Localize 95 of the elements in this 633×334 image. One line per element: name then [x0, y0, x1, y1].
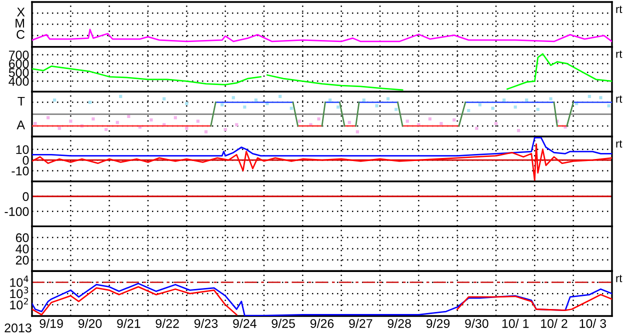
x-tick-label: 9/21	[117, 318, 140, 328]
y-tick-label: 10$^{4}$	[10, 276, 28, 287]
y-tick-label: 700	[9, 50, 29, 60]
y-tick-label: 60	[16, 233, 29, 242]
point	[34, 122, 37, 126]
point	[185, 102, 188, 106]
point	[243, 106, 246, 109]
point	[394, 108, 398, 111]
y-tick-label: 600	[9, 59, 29, 68]
point	[514, 106, 517, 109]
text: rt	[616, 140, 622, 148]
y-tick-label: -100	[4, 207, 29, 216]
point	[220, 103, 224, 106]
point	[298, 120, 301, 123]
y-tick-label: 0	[22, 156, 29, 165]
point	[328, 98, 332, 102]
x-axis-title: 2013	[4, 324, 32, 332]
point	[475, 126, 478, 130]
point	[278, 94, 282, 98]
y-tick-label: 10$^{2}$	[10, 298, 28, 310]
point	[58, 126, 61, 130]
point	[46, 116, 50, 120]
y-tick-label: 400	[8, 76, 29, 86]
y-tick-label: 500	[8, 68, 29, 78]
ref-line-label: A	[16, 120, 26, 130]
text: rt	[616, 50, 622, 58]
point	[290, 106, 293, 110]
x-tick-label: 9/29	[426, 318, 450, 328]
y-tick-label: -10	[12, 166, 29, 176]
y-tick-label: 10	[16, 145, 29, 154]
point	[428, 117, 432, 120]
point	[53, 98, 56, 102]
point	[525, 98, 528, 102]
ref-line-label: X	[16, 8, 25, 16]
x-tick-label: 9/26	[310, 318, 334, 328]
y-tick-label: 40	[16, 244, 29, 254]
ref-line-label: T	[18, 96, 25, 106]
point	[607, 104, 610, 108]
point	[317, 117, 320, 120]
point	[362, 98, 366, 102]
text: rt	[616, 95, 622, 103]
point	[224, 128, 227, 132]
text: rt	[616, 6, 622, 14]
point	[88, 100, 92, 104]
x-tick-label: 9/25	[272, 318, 295, 328]
y-tick-label: 0	[22, 192, 29, 202]
x-tick-label: 9/28	[388, 318, 411, 328]
x-tick-label: 9/23	[194, 318, 218, 328]
ref-line-label: M	[16, 18, 24, 28]
x-tick-label: 9/19	[40, 318, 63, 328]
point	[549, 97, 552, 100]
point	[536, 108, 540, 111]
x-tick-label: 10/ 2	[541, 318, 568, 328]
y-tick-label: 10$^{3}$	[10, 286, 28, 298]
point	[204, 130, 208, 134]
x-tick-label: 9/20	[78, 318, 102, 328]
point	[196, 120, 200, 123]
text: rt	[616, 274, 622, 282]
x-tick-label: 9/22	[156, 318, 179, 328]
point	[440, 122, 443, 126]
point	[452, 118, 456, 122]
point	[119, 94, 122, 98]
y-tick-label: 20	[16, 256, 29, 265]
ref-line-label: C	[16, 30, 25, 39]
x-tick-label: 9/30	[465, 318, 488, 328]
point	[92, 117, 95, 120]
point	[127, 114, 130, 118]
point	[348, 120, 351, 124]
point	[174, 116, 177, 120]
point	[104, 128, 108, 132]
point	[491, 106, 494, 110]
point	[150, 118, 153, 122]
x-tick-label: 9/24	[233, 318, 256, 328]
point	[254, 98, 258, 102]
point	[386, 97, 390, 100]
point	[478, 103, 482, 106]
point	[588, 94, 591, 98]
point	[494, 122, 498, 126]
x-tick-label: 10/ 3	[580, 318, 606, 328]
point	[69, 120, 72, 123]
point	[232, 96, 235, 100]
x-tick-label: 9/27	[349, 318, 372, 328]
point	[116, 120, 119, 124]
point	[185, 126, 188, 130]
point	[502, 98, 506, 102]
point	[406, 120, 409, 123]
point	[375, 104, 378, 108]
point	[162, 97, 166, 100]
point	[336, 106, 340, 109]
point	[467, 109, 470, 112]
point	[356, 130, 359, 134]
point	[599, 96, 602, 100]
point	[517, 129, 520, 132]
x-tick-label: 10/ 1	[502, 318, 529, 328]
point	[235, 123, 238, 126]
